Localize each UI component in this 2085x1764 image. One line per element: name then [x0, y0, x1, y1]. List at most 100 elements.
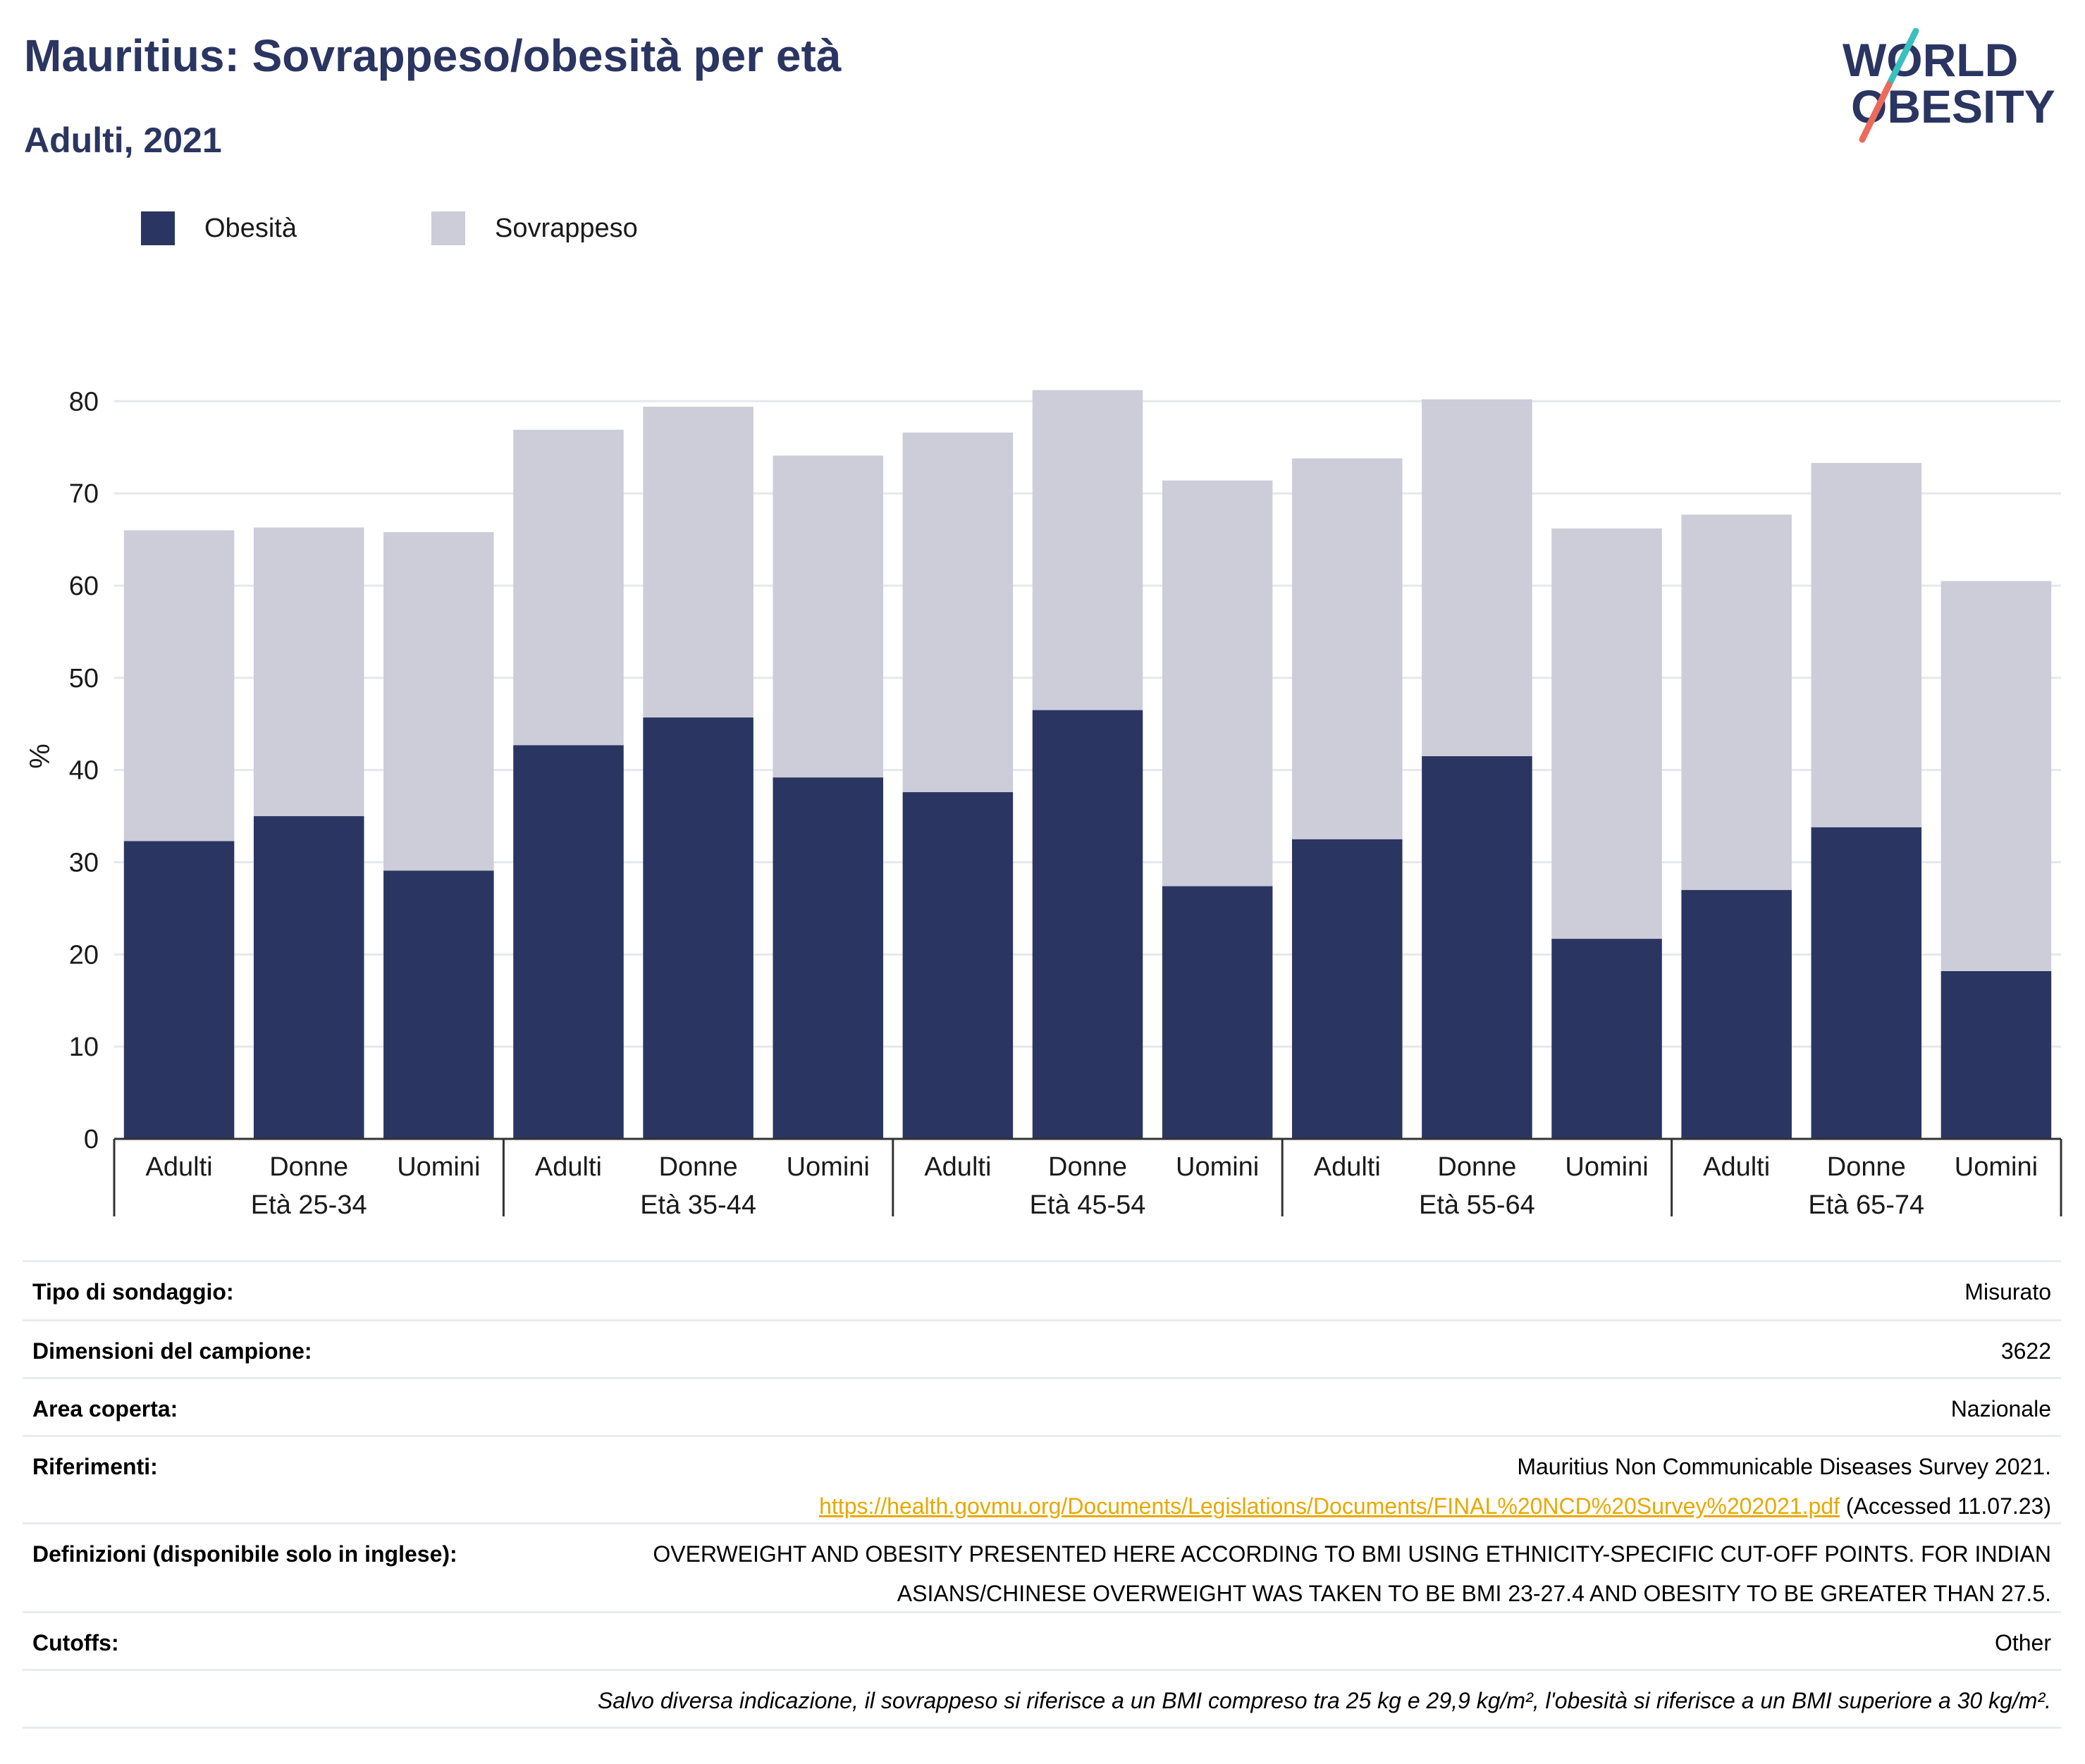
group-label: Età 65-74 — [1808, 1190, 1924, 1220]
bar-obesity — [773, 777, 883, 1139]
x-tick-label: Adulti — [1703, 1152, 1770, 1182]
info-label: Definizioni (disponibile solo in inglese… — [32, 1541, 457, 1567]
logo-slash-teal — [1886, 28, 1919, 88]
x-tick-label: Uomini — [787, 1152, 870, 1182]
bar-overweight — [773, 455, 883, 778]
definition-line-2: ASIANS/CHINESE OVERWEIGHT WAS TAKEN TO B… — [897, 1581, 2051, 1606]
x-tick-label: Donne — [1048, 1152, 1127, 1182]
chart-title: Mauritius: Sovrappeso/obesità per età — [24, 30, 842, 81]
y-tick-label: 20 — [69, 940, 99, 970]
y-tick-label: 50 — [69, 664, 99, 693]
x-tick-label: Donne — [269, 1152, 348, 1182]
info-row-sample-size: Dimensioni del campione: 3622 — [23, 1319, 2061, 1377]
x-tick-label: Uomini — [1955, 1152, 2038, 1182]
info-row-survey-type: Tipo di sondaggio: Misurato — [23, 1260, 2061, 1319]
bar-obesity — [1941, 970, 2052, 1139]
x-tick-label: Donne — [1437, 1152, 1516, 1182]
bar-obesity — [902, 792, 1014, 1139]
bar-obesity — [1681, 889, 1792, 1139]
bar-overweight — [1811, 462, 1922, 827]
stacked-bar-chart: 0 10 20 30 40 50 60 70 80% Adulti Donne Uomini Adult… — [25, 387, 2062, 1220]
x-tick-label: Adulti — [535, 1152, 602, 1182]
info-value: Nazionale — [1950, 1396, 2051, 1421]
bar-overweight — [1941, 581, 2052, 971]
info-label: Dimensioni del campione: — [32, 1338, 312, 1364]
info-row-definitions: Definizioni (disponibile solo in inglese… — [23, 1522, 2061, 1611]
info-label: Tipo di sondaggio: — [32, 1279, 234, 1305]
world-obesity-logo: WORLD OBESITY — [1843, 28, 2055, 143]
bar-obesity — [1292, 839, 1403, 1139]
info-value: Misurato — [1964, 1279, 2051, 1305]
x-tick-label: Donne — [659, 1152, 738, 1182]
y-tick-label: 10 — [69, 1032, 99, 1062]
bar-overweight — [902, 432, 1014, 793]
y-tick-label: 80 — [69, 387, 99, 417]
bar-overweight — [1551, 528, 1662, 939]
definition-line-1: OVERWEIGHT AND OBESITY PRESENTED HERE AC… — [653, 1541, 2051, 1567]
y-axis-label: % — [25, 744, 56, 769]
bar-overweight — [253, 527, 364, 817]
x-tick-label: Uomini — [1565, 1152, 1648, 1182]
bar-overweight — [383, 532, 494, 871]
legend-label-overweight: Sovrappeso — [495, 213, 638, 243]
logo-slash-coral — [1859, 81, 1893, 143]
bar-overweight — [643, 407, 754, 718]
info-label: Area coperta: — [32, 1396, 178, 1421]
bar-obesity — [1811, 827, 1922, 1139]
y-tick-label: 70 — [69, 479, 99, 509]
info-row-references: Riferimenti: Mauritius Non Communicable … — [23, 1435, 2061, 1522]
group-label: Età 35-44 — [640, 1190, 756, 1220]
bar-overweight — [1681, 514, 1792, 890]
reference-accessed: (Accessed 11.07.23) — [1845, 1493, 2051, 1519]
chart-subtitle: Adulti, 2021 — [24, 121, 222, 160]
bar-overweight — [513, 429, 624, 746]
legend-label-obesity: Obesità — [204, 213, 297, 243]
legend-swatch-overweight — [431, 211, 465, 245]
legend-item-obesity: Obesità — [141, 211, 297, 245]
y-tick-label: 0 — [84, 1125, 99, 1154]
legend-swatch-obesity — [141, 211, 175, 245]
x-tick-label: Adulti — [1314, 1152, 1381, 1182]
x-tick-label: Adulti — [924, 1152, 991, 1182]
y-tick-label: 40 — [69, 756, 99, 786]
info-label: Cutoffs: — [32, 1630, 119, 1655]
info-value-references: Mauritius Non Communicable Diseases Surv… — [819, 1447, 2051, 1526]
bar-obesity — [383, 870, 494, 1139]
bmi-note: Salvo diversa indicazione, il sovrappeso… — [597, 1688, 2051, 1713]
bar-obesity — [1032, 710, 1143, 1139]
bar-overweight — [1292, 458, 1403, 839]
group-label: Età 55-64 — [1419, 1190, 1535, 1220]
reference-title: Mauritius Non Communicable Diseases Surv… — [1517, 1454, 2051, 1479]
x-tick-label: Uomini — [397, 1152, 480, 1182]
bar-obesity — [643, 717, 754, 1139]
group-label: Età 45-54 — [1030, 1190, 1146, 1220]
bar-overweight — [1422, 399, 1532, 756]
logo-line-1: WORLD — [1843, 34, 2018, 86]
info-value-definitions: OVERWEIGHT AND OBESITY PRESENTED HERE AC… — [653, 1534, 2051, 1613]
bar-obesity — [1551, 939, 1662, 1139]
x-tick-label: Donne — [1827, 1152, 1906, 1182]
info-table: Tipo di sondaggio: Misurato Dimensioni d… — [23, 1260, 2061, 1729]
reference-link[interactable]: https://health.govmu.org/Documents/Legis… — [819, 1493, 1840, 1519]
info-row-area: Area coperta: Nazionale — [23, 1377, 2061, 1435]
group-label: Età 25-34 — [251, 1190, 367, 1220]
reference-link-line: https://health.govmu.org/Documents/Legis… — [819, 1486, 2051, 1526]
bar-obesity — [513, 745, 624, 1139]
bar-obesity — [123, 841, 235, 1139]
y-tick-label: 60 — [69, 572, 99, 601]
y-tick-label: 30 — [69, 848, 99, 877]
info-table-end — [23, 1727, 2061, 1729]
info-row-cutoffs: Cutoffs: Other — [23, 1611, 2061, 1669]
bar-obesity — [1162, 886, 1273, 1139]
x-tick-label: Uomini — [1176, 1152, 1259, 1182]
info-value: Other — [1994, 1630, 2051, 1655]
bar-overweight — [1032, 390, 1143, 710]
info-row-note: Salvo diversa indicazione, il sovrappeso… — [23, 1669, 2061, 1727]
info-label: Riferimenti: — [32, 1454, 158, 1479]
bar-overweight — [123, 530, 235, 841]
legend-item-overweight: Sovrappeso — [431, 211, 638, 245]
bar-overweight — [1162, 480, 1273, 887]
info-value: 3622 — [2000, 1338, 2051, 1364]
bar-obesity — [253, 816, 364, 1139]
x-tick-label: Adulti — [146, 1152, 213, 1182]
